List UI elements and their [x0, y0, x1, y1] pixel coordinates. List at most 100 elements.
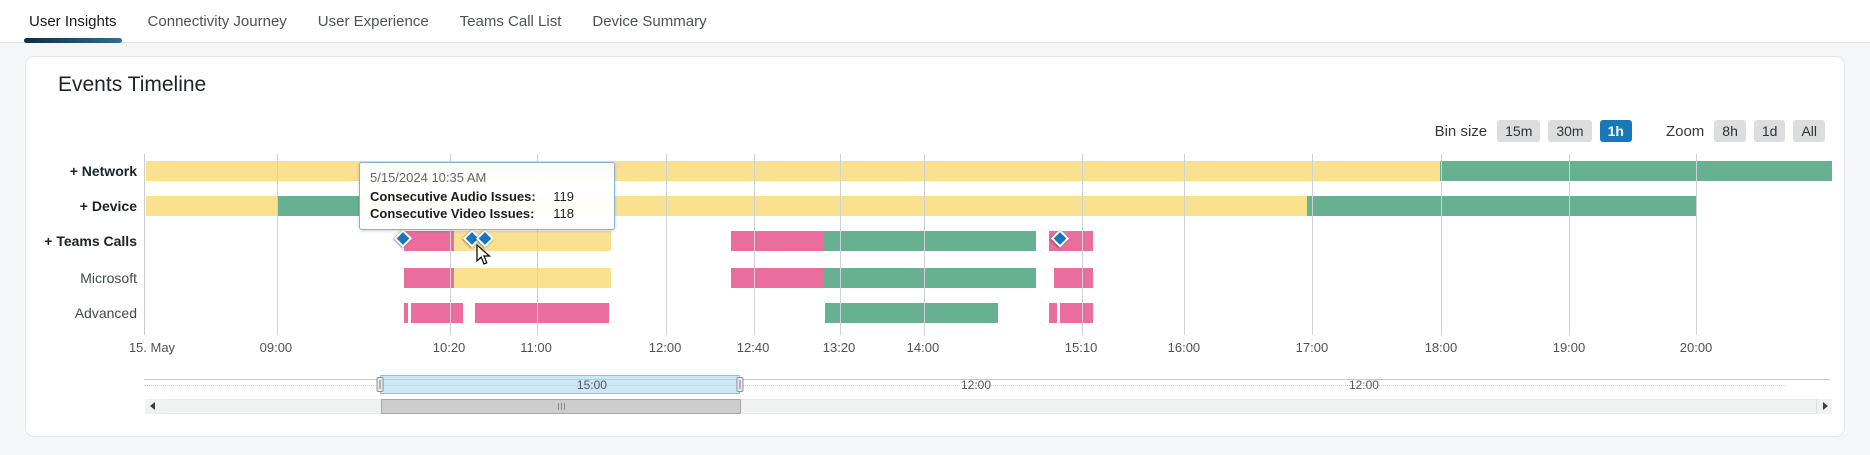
timeline-segment-critical[interactable]: [1049, 303, 1058, 323]
navigator-track-label: 12:00: [960, 378, 992, 392]
row-label-device[interactable]: + Device: [79, 198, 137, 214]
axis-tick-label: 20:00: [1679, 340, 1713, 355]
tooltip-label: Consecutive Video Issues:: [370, 206, 535, 221]
tab-label: Teams Call List: [459, 12, 562, 30]
timeline-segment-critical[interactable]: [1054, 268, 1094, 288]
gridline: [839, 154, 841, 335]
timeline-segment-healthy[interactable]: [822, 231, 1037, 251]
tab-user-experience[interactable]: User Experience: [318, 0, 429, 43]
row-label-advanced: Advanced: [74, 305, 137, 321]
timeline-segment-critical[interactable]: [403, 231, 454, 251]
row-label-network[interactable]: + Network: [69, 163, 137, 179]
chart-controls: Bin size 15m 30m 1h Zoom 8h 1d All: [1435, 119, 1825, 143]
zoom-all-button[interactable]: All: [1793, 120, 1825, 142]
gridline: [1312, 154, 1314, 335]
tooltip-label: Consecutive Audio Issues:: [370, 189, 536, 204]
gridline: [753, 154, 755, 335]
active-tab-underline: [24, 37, 122, 43]
zoom-label: Zoom: [1665, 122, 1705, 140]
tab-bar: User Insights Connectivity Journey User Ex…: [0, 0, 1870, 43]
timeline-segment-critical[interactable]: [474, 303, 609, 323]
timeline-segment-healthy[interactable]: [822, 268, 1037, 288]
tooltip-row: Consecutive Audio Issues: 119: [370, 189, 604, 204]
gridline: [1569, 154, 1571, 335]
gridline: [449, 154, 451, 335]
axis-tick-label: 18:00: [1424, 340, 1458, 355]
scrollbar-right-arrow-icon[interactable]: [1816, 399, 1832, 414]
tooltip-value: 118: [553, 206, 574, 221]
axis-tick-label: 15:10: [1064, 340, 1098, 355]
chart-row-labels: + Network + Device + Teams Calls Microsoft A…: [26, 154, 137, 335]
axis-tick-label: 12:40: [736, 340, 770, 355]
tab-user-insights[interactable]: User Insights: [24, 0, 122, 43]
timeline-segment-healthy[interactable]: [277, 196, 359, 216]
scrollbar-grip-icon: [560, 403, 562, 410]
axis-tick-label: 16:00: [1167, 340, 1201, 355]
timeline-segment-critical[interactable]: [730, 231, 823, 251]
timeline-segment-warning[interactable]: [453, 231, 611, 251]
time-axis: 15. May 09:00 10:20 11:00 12:00 12:40 13:20 14:…: [129, 340, 1833, 356]
navigator-dotted-line: [144, 385, 1786, 386]
tooltip-row: Consecutive Video Issues: 118: [370, 206, 604, 221]
horizontal-scrollbar[interactable]: [145, 399, 1832, 414]
bin-size-15m-button[interactable]: 15m: [1497, 120, 1541, 142]
chart-plot-area: 5/15/2024 10:35 AM Consecutive Audio Iss…: [144, 154, 1833, 335]
axis-tick-label: 09:00: [259, 340, 293, 355]
navigator-left-handle[interactable]: [376, 377, 384, 392]
timeline-segment-critical[interactable]: [403, 268, 454, 288]
events-timeline-panel: Events Timeline Bin size 15m 30m 1h Zoom 8…: [25, 56, 1845, 437]
events-timeline-chart: + Network + Device + Teams Calls Microsoft A…: [26, 154, 1833, 335]
axis-tick-label: 19:00: [1552, 340, 1586, 355]
gridline: [536, 154, 538, 335]
timeline-segment-healthy[interactable]: [1440, 161, 1832, 181]
zoom-8h-button[interactable]: 8h: [1714, 120, 1746, 142]
tab-label: Connectivity Journey: [147, 12, 287, 30]
bin-size-1h-button[interactable]: 1h: [1599, 120, 1632, 142]
gridline: [923, 154, 925, 335]
gridline: [1081, 154, 1083, 335]
tab-teams-call-list[interactable]: Teams Call List: [460, 0, 562, 43]
tab-label: User Insights: [29, 12, 117, 30]
bin-size-label: Bin size: [1434, 122, 1488, 140]
gridline: [1441, 154, 1443, 335]
timeline-segment-warning[interactable]: [146, 196, 278, 216]
scrollbar-left-arrow-icon[interactable]: [145, 399, 161, 414]
tab-device-summary[interactable]: Device Summary: [592, 0, 706, 43]
navigator-selection-label: 15:00: [576, 378, 607, 392]
row-label-microsoft: Microsoft: [80, 270, 137, 286]
timeline-segment-healthy[interactable]: [824, 303, 999, 323]
navigator-selection[interactable]: [379, 375, 740, 394]
axis-tick-label: 10:20: [432, 340, 466, 355]
axis-tick-label: 12:00: [648, 340, 682, 355]
timeline-segment-critical[interactable]: [410, 303, 463, 323]
axis-tick-label: 14:00: [906, 340, 940, 355]
gridline: [276, 154, 278, 335]
timeline-segment-healthy[interactable]: [1307, 196, 1698, 216]
bin-size-button-group: 15m 30m 1h: [1497, 120, 1632, 142]
gridline: [665, 154, 667, 335]
axis-tick-label: 13:20: [822, 340, 856, 355]
zoom-button-group: 8h 1d All: [1714, 120, 1825, 142]
timeline-segment-warning[interactable]: [146, 161, 1441, 181]
tab-label: User Experience: [317, 12, 429, 30]
tab-connectivity-journey[interactable]: Connectivity Journey: [148, 0, 287, 43]
tooltip-timestamp: 5/15/2024 10:35 AM: [370, 170, 487, 185]
bin-size-30m-button[interactable]: 30m: [1548, 120, 1592, 142]
tooltip-value: 119: [553, 189, 574, 204]
timeline-segment-critical[interactable]: [403, 303, 408, 323]
zoom-1d-button[interactable]: 1d: [1753, 120, 1786, 142]
page-title: Events Timeline: [58, 73, 207, 96]
gridline: [1696, 154, 1698, 335]
timeline-segment-critical[interactable]: [730, 268, 823, 288]
navigator-track-line: [144, 379, 1830, 380]
axis-tick-label: 11:00: [520, 340, 552, 355]
row-label-teams-calls[interactable]: + Teams Calls: [44, 233, 137, 249]
navigator-track-label: 12:00: [1348, 378, 1379, 392]
navigator: 15:00 12:00 12:00: [144, 375, 1833, 395]
timeline-segment-warning[interactable]: [453, 268, 611, 288]
navigator-right-handle[interactable]: [736, 377, 744, 392]
tab-label: Device Summary: [592, 12, 707, 30]
scrollbar-thumb[interactable]: [380, 399, 741, 414]
axis-tick-label: 17:00: [1295, 340, 1329, 355]
timeline-segment-critical[interactable]: [1060, 303, 1094, 323]
